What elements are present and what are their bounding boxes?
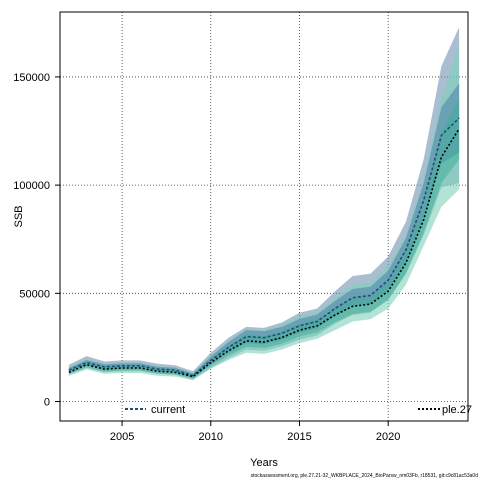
y-tick-label: 100000	[13, 180, 50, 192]
y-tick-label: 50000	[19, 288, 50, 300]
confidence-bands	[68, 27, 460, 381]
series-lines	[68, 117, 460, 378]
series-line-1	[68, 128, 460, 378]
y-tick-label: 0	[44, 397, 50, 409]
axis-ticks: 2005 2010 2015 2020 0 50000 100000 150000	[13, 72, 400, 443]
grid-lines	[60, 12, 468, 421]
x-axis-label: Years	[250, 457, 278, 469]
legend-label-0: current	[151, 404, 185, 416]
series-line-0	[68, 117, 460, 377]
x-tick-label: 2020	[376, 431, 400, 443]
band-inner-1	[68, 98, 460, 379]
plot-frame	[59, 11, 469, 422]
x-tick-label: 2005	[110, 431, 134, 443]
legend-label-1: ple.27	[442, 404, 472, 416]
band-outer-0	[68, 27, 460, 380]
y-axis-label: SSB	[13, 205, 25, 227]
legend: current ple.27	[125, 404, 472, 416]
footer-note: stockassessment.org, ple.27.21-32_WKBPLA…	[251, 473, 479, 479]
band-inner-0	[68, 83, 460, 378]
x-tick-label: 2015	[287, 431, 311, 443]
y-tick-label: 150000	[13, 72, 50, 84]
x-tick-label: 2010	[199, 431, 223, 443]
